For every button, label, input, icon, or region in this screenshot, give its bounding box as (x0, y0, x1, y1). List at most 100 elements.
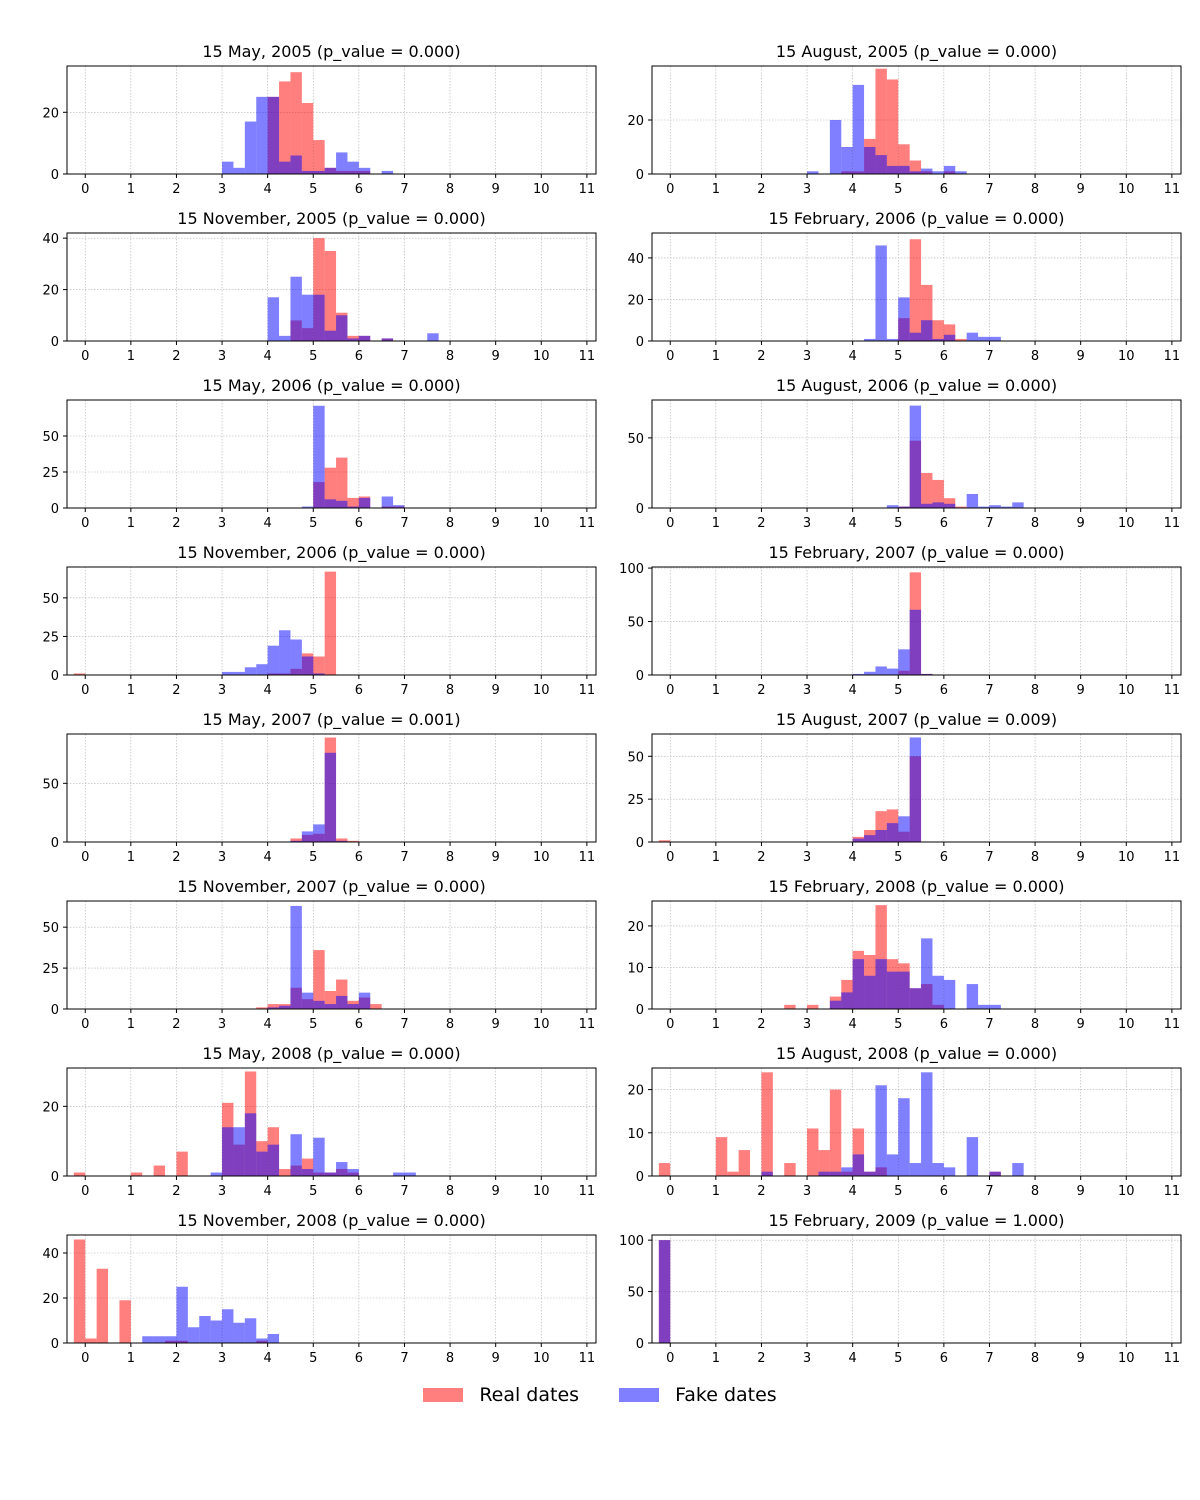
bar-fake (358, 992, 371, 1009)
x-tick-label: 10 (1118, 1184, 1135, 1199)
x-tick-label: 3 (803, 516, 811, 531)
x-tick-label: 11 (579, 1351, 596, 1366)
panel-7: 0 1 2 3 4 5 6 7 8 9 10 11 0 25 50 15 November, 2006 (p_… (42, 543, 597, 698)
x-tick-label: 4 (849, 182, 857, 197)
bar-fake (909, 332, 922, 341)
x-tick-label: 10 (1118, 1017, 1135, 1032)
bar-fake (978, 1004, 990, 1009)
bar-real (955, 506, 967, 508)
bar-fake (313, 824, 325, 842)
bar-fake (898, 297, 910, 341)
legend-label-real: Real dates (479, 1384, 580, 1406)
panel-title: 15 November, 2008 (p_value = 0.000) (177, 1211, 485, 1231)
bar-real (336, 457, 348, 508)
y-tick-label: 10 (627, 1127, 644, 1142)
bar-real (301, 1158, 314, 1176)
bar-fake (222, 1127, 234, 1176)
x-tick-label: 2 (172, 1184, 180, 1199)
axes-frame (66, 566, 597, 676)
bar-real (875, 905, 887, 1009)
bar-fake (989, 1004, 1001, 1009)
x-tick-label: 4 (264, 850, 272, 865)
bar-fake (829, 120, 842, 174)
bar-fake (336, 840, 348, 842)
x-tick-label: 0 (666, 516, 674, 531)
panel-2: 0 1 2 3 4 5 6 7 8 9 10 11 0 20 15 August, 2005 (p_valu… (627, 42, 1182, 197)
x-tick-label: 9 (1077, 1017, 1085, 1032)
bar-fake (176, 1286, 188, 1343)
axes-frame (66, 232, 597, 342)
x-tick-label: 5 (894, 1351, 902, 1366)
x-tick-label: 4 (849, 1351, 857, 1366)
bar-fake (829, 1000, 842, 1009)
x-tick-label: 5 (894, 683, 902, 698)
bar-fake (921, 320, 933, 341)
x-tick-label: 9 (1077, 516, 1085, 531)
bar-fake (267, 1334, 280, 1343)
x-tick-label: 0 (666, 683, 674, 698)
y-tick-label: 100 (619, 562, 644, 577)
x-tick-label: 10 (533, 1351, 550, 1366)
bar-real (784, 1163, 796, 1176)
x-tick-label: 10 (533, 349, 550, 364)
bar-fake (966, 984, 979, 1009)
axes-frame (66, 65, 597, 175)
x-tick-label: 1 (127, 1184, 135, 1199)
bar-fake (943, 165, 956, 174)
x-tick-label: 2 (757, 850, 765, 865)
bar-fake (347, 338, 359, 341)
x-tick-label: 9 (492, 349, 500, 364)
y-tick-label: 20 (42, 106, 59, 121)
bar-fake (1012, 502, 1024, 508)
bar-fake (978, 506, 990, 508)
bar-fake (301, 506, 314, 508)
bar-fake (932, 1163, 944, 1176)
bar-fake (864, 835, 876, 842)
x-tick-label: 8 (1031, 349, 1039, 364)
x-tick-label: 3 (218, 182, 226, 197)
x-tick-label: 5 (894, 1017, 902, 1032)
bar-fake (818, 1171, 830, 1176)
bar-real (727, 1171, 739, 1176)
x-tick-label: 6 (940, 349, 948, 364)
panel-10: 0 1 2 3 4 5 6 7 8 9 10 11 0 25 50 15 August, 2007 (p_va… (627, 710, 1182, 865)
x-tick-label: 8 (1031, 1351, 1039, 1366)
x-tick-label: 3 (803, 1017, 811, 1032)
x-tick-label: 2 (757, 1017, 765, 1032)
x-tick-label: 9 (492, 182, 500, 197)
bar-fake (852, 84, 865, 174)
bar-fake (347, 506, 359, 508)
x-tick-label: 2 (172, 1017, 180, 1032)
legend-swatch-real (423, 1388, 464, 1402)
bar-fake (978, 336, 990, 341)
bar-fake (852, 1154, 865, 1176)
x-tick-label: 4 (849, 349, 857, 364)
panel-8: 0 1 2 3 4 5 6 7 8 9 10 11 0 50 100 15 February, 2007 (p… (619, 543, 1182, 698)
x-tick-label: 0 (666, 182, 674, 197)
x-tick-label: 6 (940, 1184, 948, 1199)
bar-fake (199, 1316, 211, 1343)
x-tick-label: 3 (218, 516, 226, 531)
x-tick-label: 7 (985, 850, 993, 865)
bar-fake (222, 671, 234, 675)
bar-fake (267, 645, 280, 675)
bar-fake (852, 959, 865, 1009)
x-tick-label: 1 (712, 850, 720, 865)
x-tick-label: 2 (757, 1184, 765, 1199)
axes-frame (66, 1067, 597, 1177)
bar-fake (393, 1172, 405, 1176)
bar-fake (301, 831, 314, 842)
x-tick-label: 10 (1118, 516, 1135, 531)
x-tick-label: 6 (355, 1184, 363, 1199)
x-tick-label: 6 (355, 349, 363, 364)
bar-fake (943, 1167, 956, 1176)
bar-fake (336, 315, 348, 341)
bar-fake (165, 1336, 177, 1343)
bar-real (784, 1004, 796, 1009)
x-tick-label: 10 (1118, 850, 1135, 865)
panel-title: 15 February, 2009 (p_value = 1.000) (768, 1211, 1064, 1231)
bar-fake (875, 155, 887, 174)
bar-fake (347, 1004, 359, 1009)
panel-1: 0 1 2 3 4 5 6 7 8 9 10 11 0 20 15 May, 2005 (p_value =… (42, 42, 597, 197)
x-tick-label: 0 (81, 683, 89, 698)
